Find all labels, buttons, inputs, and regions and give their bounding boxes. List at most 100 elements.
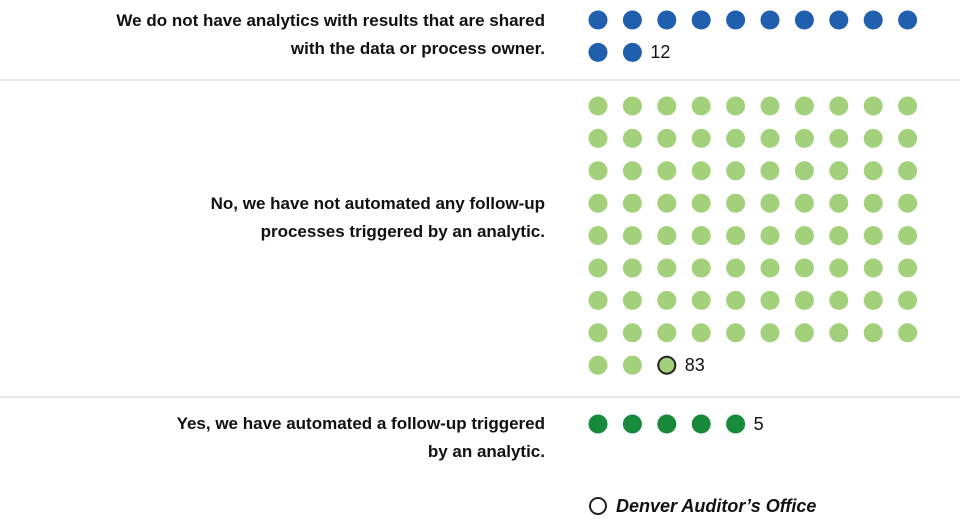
dot (863, 323, 883, 343)
dot (726, 226, 746, 246)
dot (863, 226, 883, 246)
dot (657, 128, 677, 148)
dot (829, 258, 849, 278)
dot (657, 414, 677, 434)
dot (726, 290, 746, 310)
dot (588, 258, 608, 278)
dot (657, 10, 677, 30)
dot (622, 42, 642, 62)
dot (898, 323, 918, 343)
dot (622, 290, 642, 310)
dot (760, 128, 780, 148)
dot (588, 10, 608, 30)
highlight-dot (657, 355, 677, 375)
dot (898, 258, 918, 278)
dot (863, 161, 883, 181)
dot (794, 226, 814, 246)
dot (829, 226, 849, 246)
dot (898, 290, 918, 310)
dot (588, 128, 608, 148)
dot (760, 226, 780, 246)
dot (657, 290, 677, 310)
dot (794, 96, 814, 116)
dot (760, 10, 780, 30)
category-label: No, we have not automated any follow-up … (210, 194, 545, 241)
dot (829, 96, 849, 116)
dot (794, 193, 814, 213)
dot (726, 161, 746, 181)
dot (726, 258, 746, 278)
dot (794, 128, 814, 148)
dot (588, 323, 608, 343)
dot (657, 226, 677, 246)
dot (691, 96, 711, 116)
category-label: Yes, we have automated a follow-up trigg… (176, 414, 545, 461)
dot (622, 323, 642, 343)
dot (863, 96, 883, 116)
dot (760, 161, 780, 181)
dot (588, 193, 608, 213)
dot (691, 193, 711, 213)
dot (657, 161, 677, 181)
dot (898, 96, 918, 116)
dot (657, 323, 677, 343)
dot (691, 414, 711, 434)
category-label: We do not have analytics with results th… (116, 11, 545, 58)
dot (863, 290, 883, 310)
dot (726, 96, 746, 116)
dot (657, 258, 677, 278)
dot (829, 10, 849, 30)
dot (588, 290, 608, 310)
dot (691, 290, 711, 310)
dot (622, 193, 642, 213)
dot (829, 290, 849, 310)
dot (898, 161, 918, 181)
dot (794, 258, 814, 278)
dot (829, 193, 849, 213)
dot (622, 10, 642, 30)
dot (691, 323, 711, 343)
dot (622, 258, 642, 278)
legend-marker (589, 497, 607, 515)
dot (726, 323, 746, 343)
dot (829, 128, 849, 148)
dot (760, 323, 780, 343)
dot (691, 128, 711, 148)
dot (760, 258, 780, 278)
dot (760, 290, 780, 310)
value-label: 5 (754, 414, 764, 434)
dot (588, 42, 608, 62)
dot (863, 193, 883, 213)
dot (794, 323, 814, 343)
dot (691, 10, 711, 30)
dot (898, 226, 918, 246)
dot (657, 96, 677, 116)
dot (588, 161, 608, 181)
dot (794, 10, 814, 30)
dot (829, 323, 849, 343)
dot (863, 128, 883, 148)
dot (657, 193, 677, 213)
dot (622, 414, 642, 434)
dot (622, 161, 642, 181)
dot (863, 10, 883, 30)
dot (829, 161, 849, 181)
dot (794, 290, 814, 310)
dot (588, 226, 608, 246)
dot (726, 193, 746, 213)
dot (898, 10, 918, 30)
dot (863, 258, 883, 278)
dot (898, 128, 918, 148)
dot (588, 355, 608, 375)
legend-label: Denver Auditor’s Office (616, 496, 816, 516)
dot (622, 128, 642, 148)
dot (760, 96, 780, 116)
dot (691, 258, 711, 278)
value-label: 83 (685, 355, 705, 375)
dot (898, 193, 918, 213)
dot (726, 414, 746, 434)
dot (588, 414, 608, 434)
dot (691, 226, 711, 246)
